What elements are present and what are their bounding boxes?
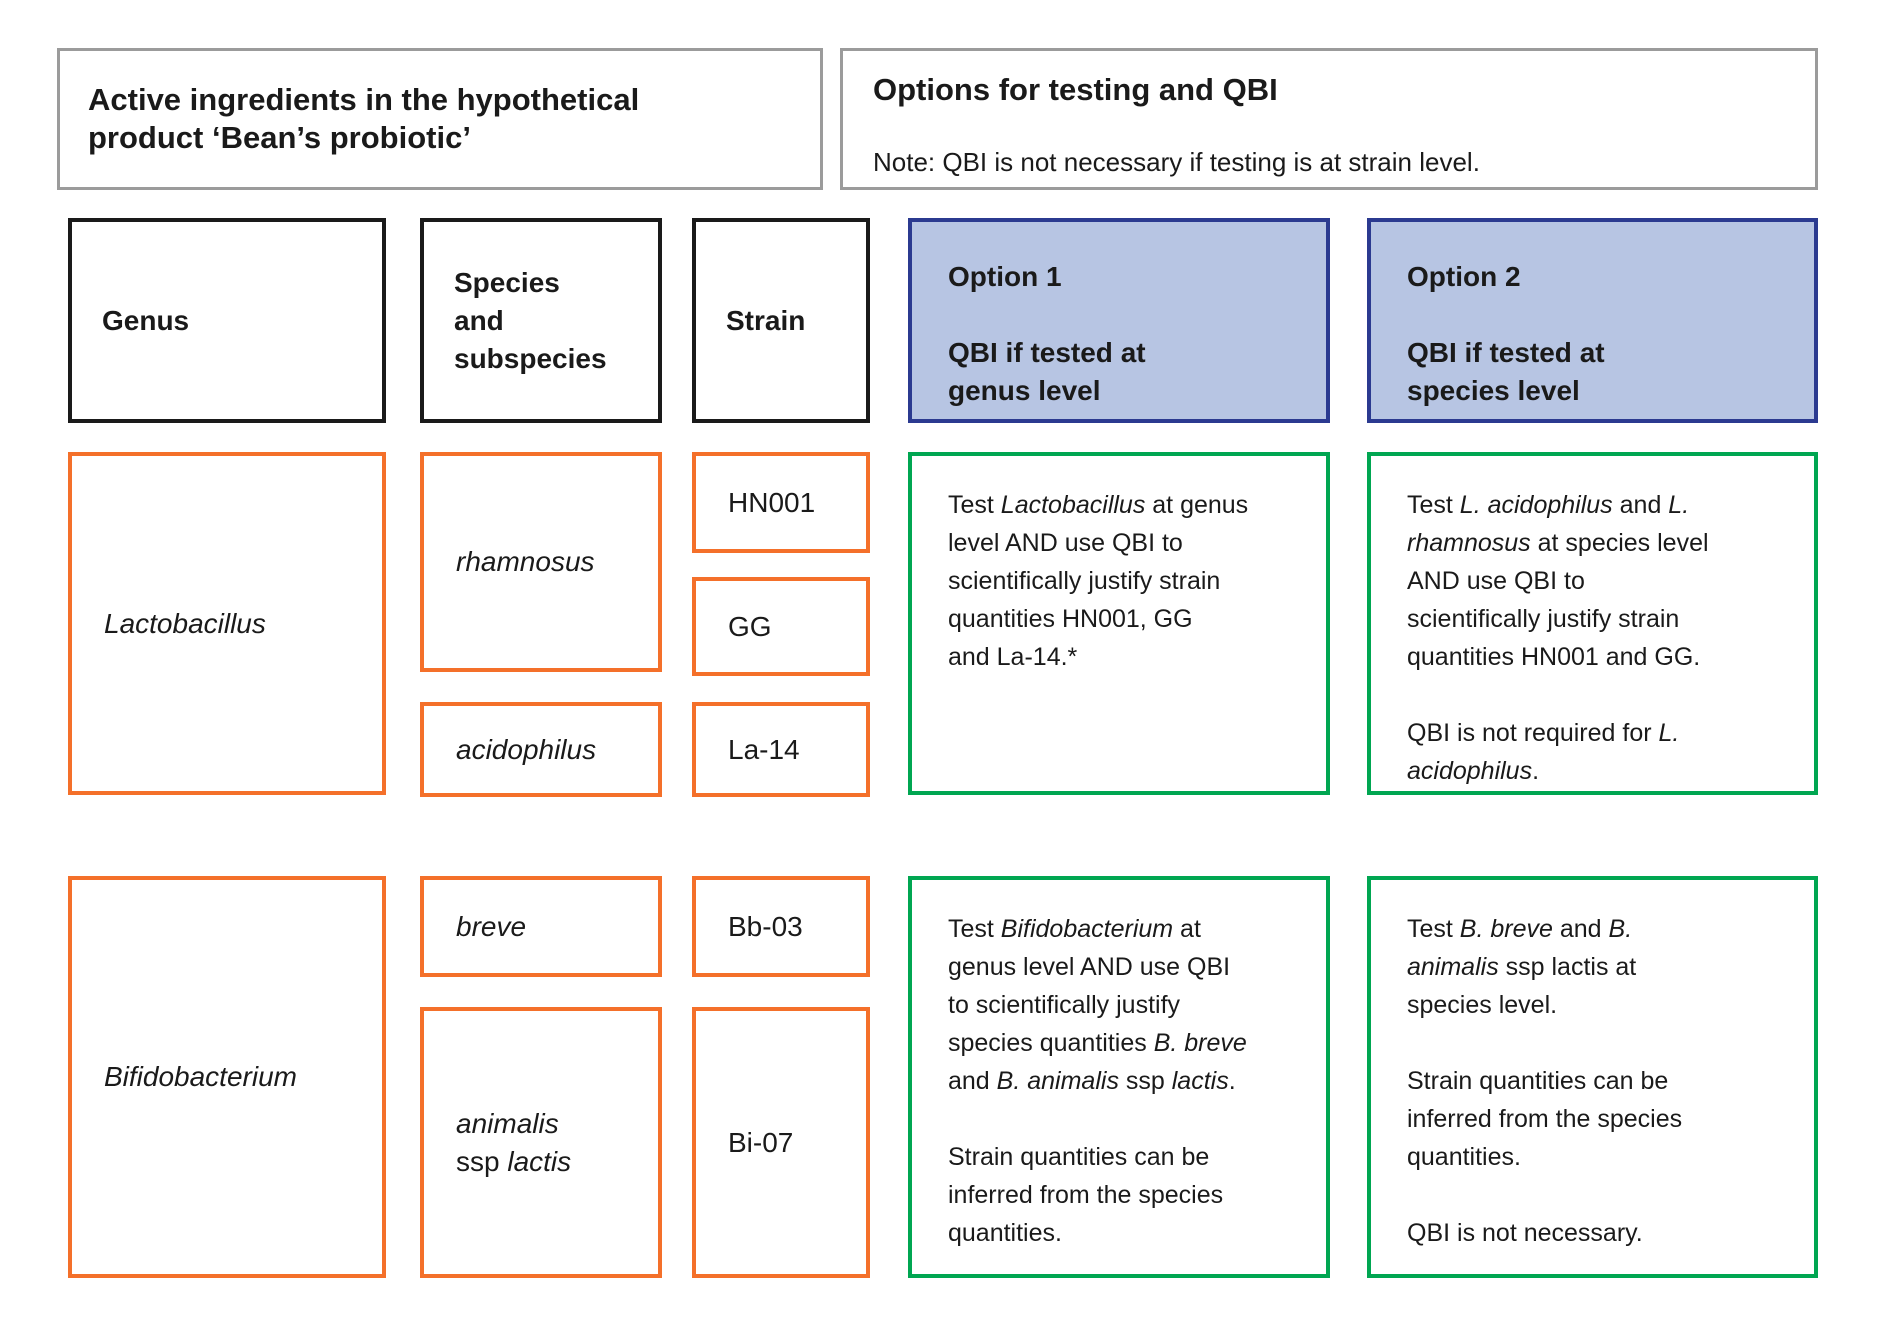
text-run: and [1612,491,1669,519]
strain-label: Bi-07 [728,1126,794,1158]
strain-label: La-14 [728,733,800,765]
genus-header-label: Genus [102,304,190,336]
text-run: . [1532,757,1540,785]
strain-header-label: Strain [726,304,806,336]
text-run: and [1552,915,1609,943]
text-run: Bifidobacterium [1000,915,1174,943]
text-run: and [948,1067,990,1095]
column-header-option2: Option 2 QBI if tested at species level [1367,218,1818,423]
column-header-species: Species and subspecies [420,218,662,423]
text-run: Test [948,915,1001,943]
species-cell-animalis-ssp-lactis: animalis ssp lactis [420,1007,662,1278]
text-run: rhamnosus [1407,529,1531,557]
text-run: animalis [456,1107,559,1139]
option2-text-bifidobacterium: Test B. breve and B. animalis ssp lactis… [1367,876,1818,1278]
strain-cell-la14: La-14 [692,702,870,797]
text-run: lactis [1171,1067,1229,1095]
active-ingredients-header-box: Active ingredients in the hypothetical p… [57,48,823,190]
genus-cell-lactobacillus: Lactobacillus [68,452,386,795]
strain-label: HN001 [728,486,816,518]
text-run: . Strain quantities can be inferred from… [948,1067,1236,1247]
text-run: lactis [507,1145,572,1177]
option1-text-lactobacillus: Test Lactobacillus at genus level AND us… [908,452,1330,795]
species-cell-acidophilus: acidophilus [420,702,662,797]
options-title: Options for testing and QBI [873,72,1278,107]
species-label: breve [456,908,526,946]
text-run: Test [1407,491,1460,519]
strain-cell-hn001: HN001 [692,452,870,553]
text-run: animalis [1407,953,1499,981]
strain-cell-gg: GG [692,577,870,676]
text-run: B. [1608,915,1633,943]
text-run: Lactobacillus [104,607,266,639]
species-header-label: Species and subspecies [454,266,607,374]
text-run: at genus level AND use QBI to scientific… [948,915,1231,1057]
text-run: L. acidophilus [1459,491,1613,519]
genus-label: Bifidobacterium [104,1058,297,1096]
genus-label: Lactobacillus [104,605,266,643]
text-run: ssp [1118,1067,1172,1095]
species-label: acidophilus [456,731,596,769]
genus-cell-bifidobacterium: Bifidobacterium [68,876,386,1278]
text-run: B. breve [1153,1029,1247,1057]
text-run: L. [1668,491,1690,519]
text-run: at genus level AND use QBI to scientific… [948,491,1249,671]
text-run: B. animalis [996,1067,1119,1095]
strain-label: Bb-03 [728,910,803,942]
column-header-option1: Option 1 QBI if tested at genus level [908,218,1330,423]
strain-label: GG [728,610,772,642]
column-header-genus: Genus [68,218,386,423]
text-run: acidophilus [456,733,597,765]
text-run: rhamnosus [456,546,595,577]
option1-text-bifidobacterium: Test Bifidobacterium at genus level AND … [908,876,1330,1278]
column-header-strain: Strain [692,218,870,423]
species-cell-breve: breve [420,876,662,977]
text-run: L. [1658,719,1680,747]
text-run: breve [456,910,527,942]
strain-cell-bi07: Bi-07 [692,1007,870,1278]
species-cell-rhamnosus: rhamnosus [420,452,662,672]
text-run: Bifidobacterium [104,1061,297,1092]
text-run: ssp lactis at species level. Strain quan… [1407,953,1683,1247]
text-run: Test [948,491,1001,519]
option2-text-lactobacillus: Test L. acidophilus and L. rhamnosus at … [1367,452,1818,795]
species-label: rhamnosus [456,543,595,581]
text-run: at species level AND use QBI to scientif… [1407,529,1709,747]
active-ingredients-title: Active ingredients in the hypothetical p… [88,82,640,155]
text-run: Test [1407,915,1460,943]
text-run: B. breve [1459,915,1553,943]
species-label: animalis ssp lactis [456,1105,571,1181]
strain-cell-bb03: Bb-03 [692,876,870,977]
options-header-box: Options for testing and QBI Note: QBI is… [840,48,1818,190]
text-run: acidophilus [1407,757,1533,785]
text-run: Lactobacillus [1000,491,1146,519]
text-run: ssp [456,1145,500,1177]
options-note: Note: QBI is not necessary if testing is… [873,147,1480,177]
